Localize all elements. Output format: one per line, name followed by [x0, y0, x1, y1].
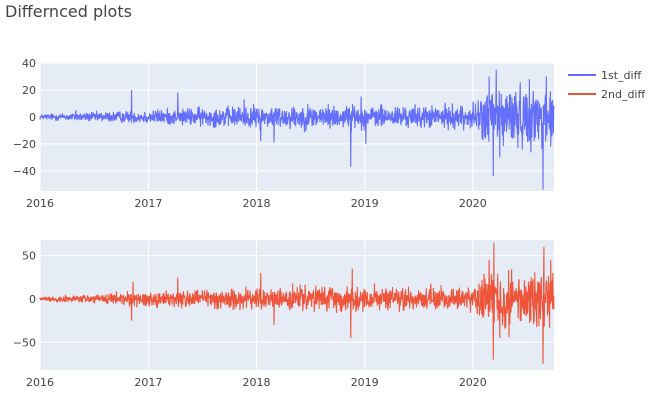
y-tick-label: −40: [13, 165, 36, 178]
y-tick-label: 0: [29, 293, 36, 306]
x-tick-labels-1st-diff: 2016 2017 2018 2019 2020: [26, 197, 487, 210]
x-tick-label: 2017: [134, 376, 162, 389]
plot-area-1st-diff: [40, 63, 554, 191]
y-tick-labels-1st-diff: 40 20 0 −20 −40: [13, 57, 36, 178]
x-tick-label: 2016: [26, 197, 54, 210]
x-tick-label: 2018: [243, 197, 271, 210]
x-tick-labels-2nd-diff: 2016 2017 2018 2019 2020: [26, 376, 487, 389]
y-tick-labels-2nd-diff: 50 0 −50: [13, 250, 36, 350]
subplot-2nd-diff: 50 0 −50 2016 2017 2018 2019 2020: [13, 240, 555, 389]
chart-title: Differnced plots: [5, 2, 132, 21]
y-tick-label: −50: [13, 336, 36, 349]
series-line-1st-diff[interactable]: [39, 69, 555, 190]
x-tick-label: 2019: [351, 197, 379, 210]
y-tick-label: 50: [22, 250, 36, 263]
legend-item-2nd-diff[interactable]: 2nd_diff: [568, 88, 645, 101]
legend-label-2nd-diff: 2nd_diff: [601, 88, 645, 101]
y-tick-label: 20: [22, 84, 36, 97]
x-tick-label: 2018: [243, 376, 271, 389]
y-tick-label: 0: [29, 111, 36, 124]
plot-area-2nd-diff: [40, 240, 554, 370]
x-tick-label: 2020: [459, 376, 487, 389]
legend-label-1st-diff: 1st_diff: [601, 69, 642, 82]
y-tick-label: 40: [22, 57, 36, 70]
y-tick-label: −20: [13, 138, 36, 151]
series-line-2nd-diff[interactable]: [39, 242, 555, 364]
x-tick-label: 2019: [351, 376, 379, 389]
legend-item-1st-diff[interactable]: 1st_diff: [568, 69, 642, 82]
x-tick-label: 2017: [134, 197, 162, 210]
subplot-1st-diff: 40 20 0 −20 −40 2016 2017 2018 2019 2020: [13, 57, 555, 210]
legend: 1st_diff 2nd_diff: [568, 69, 645, 101]
x-tick-label: 2020: [459, 197, 487, 210]
x-tick-label: 2016: [26, 376, 54, 389]
